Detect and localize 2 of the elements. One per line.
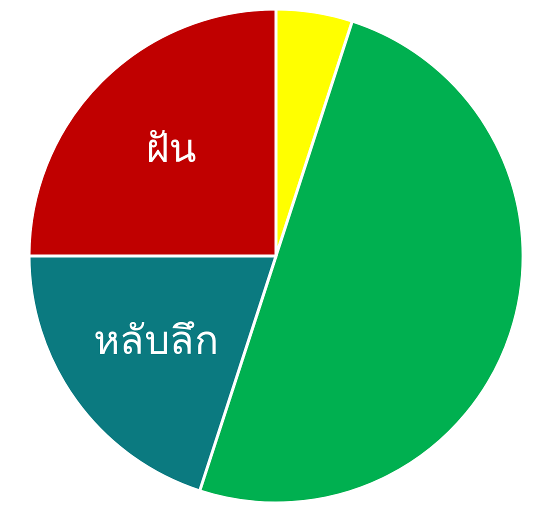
slice-label: หลับลึก — [94, 318, 219, 364]
slice-label: ฝัน — [146, 126, 196, 172]
